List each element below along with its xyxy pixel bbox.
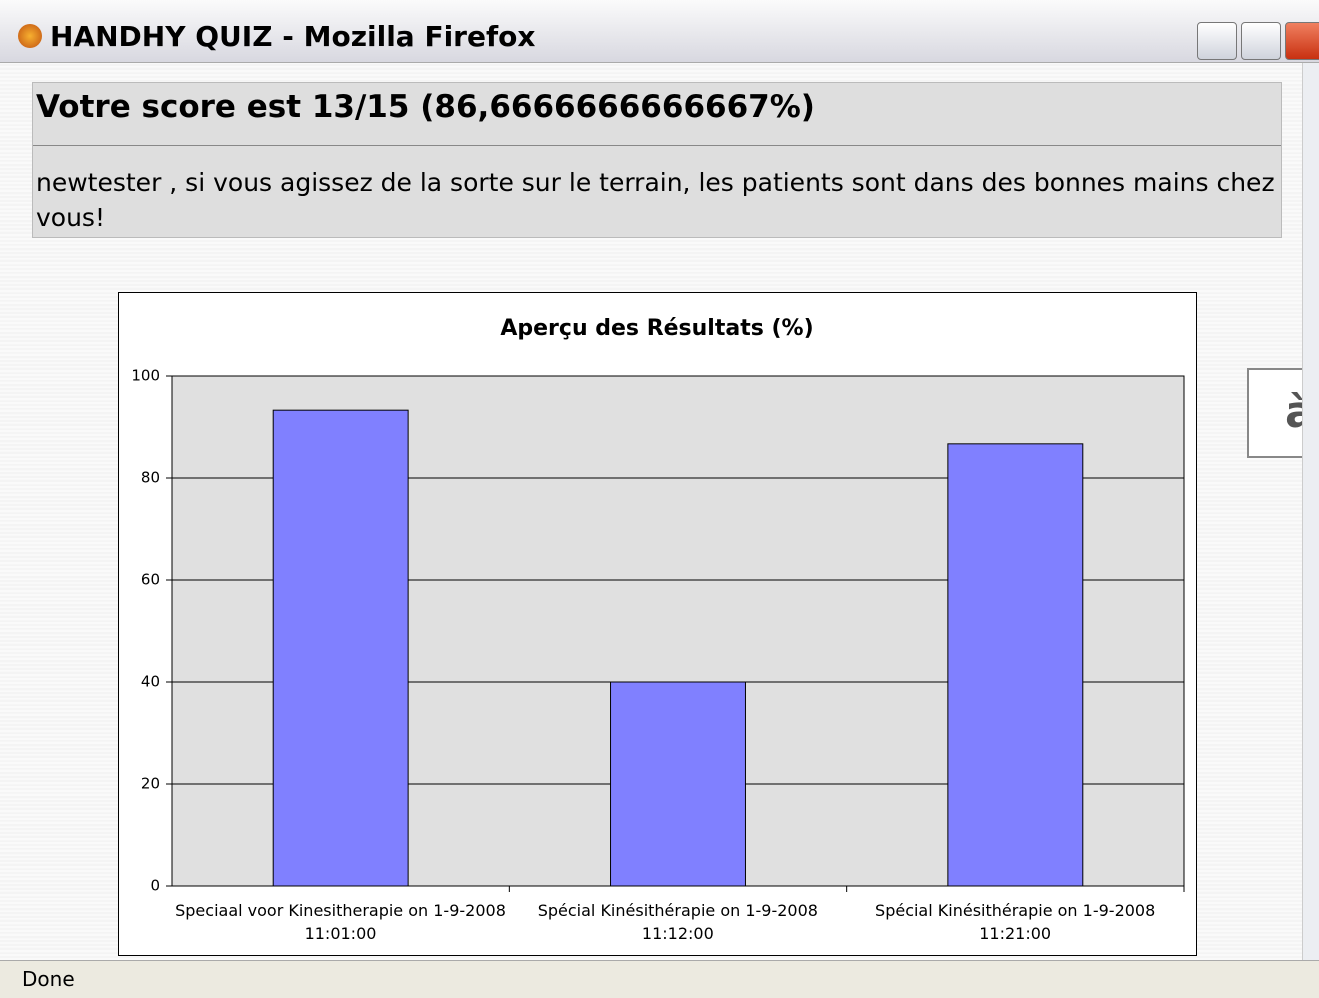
y-tick-label: 100	[131, 367, 160, 385]
window-title: HANDHY QUIZ - Mozilla Firefox	[50, 20, 536, 53]
y-tick-label: 20	[141, 775, 160, 793]
scrollbar[interactable]	[1302, 63, 1319, 960]
score-box: Votre score est 13/15 (86,6666666666667%…	[32, 82, 1282, 238]
firefox-icon	[18, 24, 42, 48]
y-tick-label: 40	[141, 673, 160, 691]
bar	[272, 409, 409, 887]
close-button[interactable]	[1285, 22, 1319, 60]
y-tick-label: 60	[141, 571, 160, 589]
y-tick-label: 0	[150, 877, 160, 895]
score-message: newtester , si vous agissez de la sorte …	[36, 168, 1275, 232]
bar	[610, 681, 746, 887]
x-tick-label: Speciaal voor Kinesitherapie on 1-9-2008…	[175, 901, 506, 943]
separator	[33, 145, 1281, 146]
bar	[947, 443, 1084, 887]
status-text: Done	[22, 967, 75, 991]
x-tick-label: Spécial Kinésithérapie on 1-9-2008 11:12…	[537, 901, 818, 943]
maximize-button[interactable]	[1241, 22, 1281, 60]
y-tick-label: 80	[141, 469, 160, 487]
score-heading: Votre score est 13/15 (86,6666666666667%…	[36, 89, 815, 125]
chart-title: Aperçu des Résultats (%)	[500, 316, 813, 341]
chart-box: Aperçu des Résultats (%) 0 20 40 60 80 100 Sp…	[118, 292, 1197, 956]
chart: Aperçu des Résultats (%) 0 20 40 60 80 100	[131, 316, 1185, 895]
status-bar: Done	[0, 960, 1319, 998]
x-tick-label: Spécial Kinésithérapie on 1-9-2008 11:21…	[875, 901, 1156, 943]
title-bar: HANDHY QUIZ - Mozilla Firefox	[0, 0, 1319, 63]
minimize-button[interactable]	[1197, 22, 1237, 60]
